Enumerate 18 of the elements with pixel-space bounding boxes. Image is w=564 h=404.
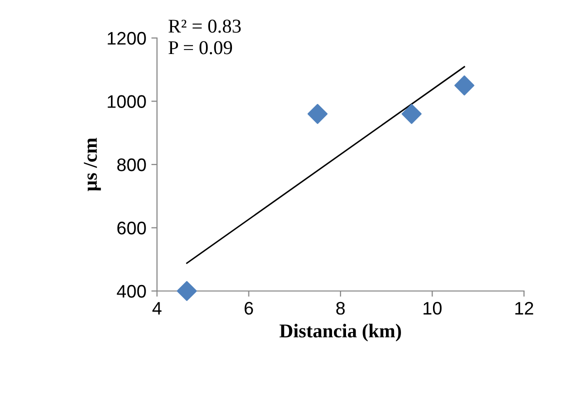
point [402,104,422,124]
x-tick-label: 8 [336,302,345,315]
point [454,75,474,96]
x-tick-label: 10 [424,302,442,315]
point [176,280,197,302]
y-tick-label: 1200 [108,32,146,45]
y-tick-label: 400 [116,284,146,298]
point [308,104,328,124]
y-tick-label: 600 [117,222,146,234]
x-axis-title: Distancia (km) [280,324,401,342]
x-tick-label: 12 [515,302,534,314]
y-axis-title: µs /cm [84,138,101,192]
annotation: P = 0.09 [168,41,232,54]
x-tick-label: 6 [244,302,253,315]
text: R² = 0.83 [168,20,241,33]
y-tick-label: 1000 [108,95,146,108]
x-tick-label: 4 [152,302,162,314]
y-tick-label: 800 [117,158,146,172]
